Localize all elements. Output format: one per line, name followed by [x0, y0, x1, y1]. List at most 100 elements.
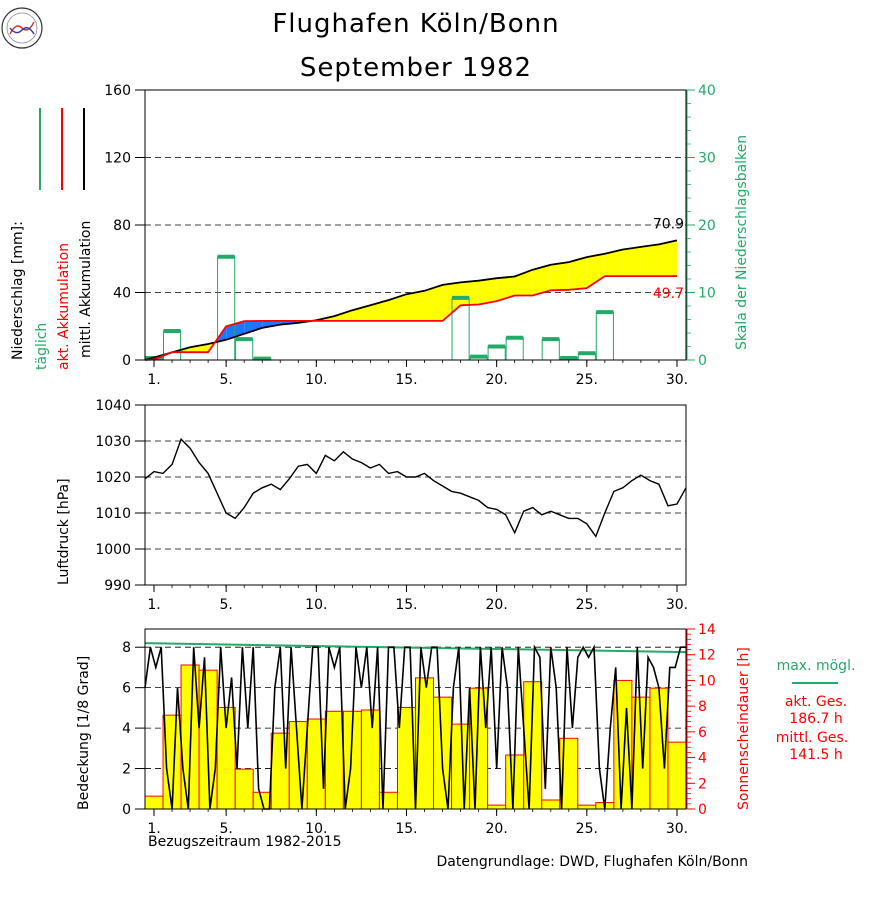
y2-tick-label: 10	[698, 673, 716, 689]
chart-subtitle: September 1982	[300, 53, 532, 83]
accumulation-fill	[478, 278, 497, 305]
precipitation-x-ticks: 1. 5. 10. 15. 20. 25. 30.	[147, 360, 688, 388]
precipitation-y-label: Niederschlag [mm]:	[10, 221, 26, 360]
y-tick-label: 80	[113, 218, 131, 234]
actual-total-label: 49.7	[653, 286, 684, 302]
x-tick-label: 20.	[486, 372, 508, 388]
x-tick-label: 15.	[395, 821, 417, 837]
x-tick-label: 5.	[219, 372, 232, 388]
legend-daily-label: täglich	[34, 323, 50, 370]
accumulation-fill	[334, 310, 353, 321]
actual-accumulation-line	[144, 275, 677, 361]
y-tick-label: 4	[122, 721, 131, 737]
y2-tick-label: 4	[698, 751, 707, 767]
x-tick-label: 10.	[305, 821, 327, 837]
mean-total-label: 70.9	[653, 216, 684, 232]
legend-mean-label: mittl. Akkumulation	[78, 221, 94, 358]
y-tick-label: 8	[122, 640, 131, 656]
y-tick-label: 990	[104, 578, 131, 594]
max-possible-label: max. mögl.	[777, 658, 856, 674]
accumulation-fill	[496, 276, 515, 302]
daily-precip-bar	[505, 337, 524, 361]
y2-tick-label: 8	[698, 699, 707, 715]
y2-tick-label: 40	[698, 83, 716, 99]
y-tick-label: 1000	[95, 542, 131, 558]
y-tick-label: 2	[122, 762, 131, 778]
cloud-x-ticks: 1. 5. 10. 15. 20. 25. 30.	[147, 809, 688, 837]
x-tick-label: 15.	[395, 372, 417, 388]
accumulation-fill	[370, 300, 389, 321]
accumulation-fill	[568, 257, 587, 290]
sunshine-bar	[144, 795, 164, 810]
precipitation-y-ticks: 0 40 80 120 160	[104, 83, 145, 369]
daily-precip-bar	[235, 338, 254, 361]
reference-period: Bezugszeitraum 1982-2015	[148, 834, 342, 850]
cloud-frame	[144, 628, 687, 810]
accumulation-fill	[550, 262, 569, 291]
y-tick-label: 0	[122, 353, 131, 369]
x-tick-label: 10.	[305, 597, 327, 613]
y-tick-label: 1010	[95, 506, 131, 522]
pressure-frame	[144, 404, 687, 586]
data-source: Datengrundlage: DWD, Flughafen Köln/Bonn	[436, 854, 748, 870]
y-tick-label: 1020	[95, 470, 131, 486]
accumulation-fill	[244, 320, 263, 334]
mean-total-sun-value: 141.5 h	[789, 747, 842, 763]
chart-title: Flughafen Köln/Bonn	[272, 9, 559, 39]
x-tick-label: 1.	[147, 821, 160, 837]
accumulation-fill	[658, 240, 677, 277]
y-tick-label: 160	[104, 83, 131, 99]
sunshine-bar	[541, 799, 561, 810]
cloud-y-label: Bedeckung [1/8 Grad]	[76, 656, 92, 810]
y-tick-label: 1040	[95, 398, 131, 414]
x-tick-label: 30.	[666, 597, 688, 613]
mean-total-sun-label: mittl. Ges.	[776, 730, 849, 746]
mean-accumulation-line	[144, 239, 678, 361]
x-tick-label: 20.	[486, 597, 508, 613]
accumulation-fill	[388, 294, 407, 321]
sunshine-bar	[577, 804, 597, 810]
max-possible-sunshine-line	[144, 642, 687, 654]
x-tick-label: 25.	[576, 372, 598, 388]
sunshine-y2-ticks: 0 2 4 6 8 10 12 14	[686, 622, 716, 818]
pressure-y-ticks: 990 1000 1010 1020 1030 1040	[95, 398, 145, 594]
precipitation-lines	[144, 239, 678, 361]
daily-precip-bar	[162, 330, 182, 361]
accumulation-fill	[586, 253, 605, 289]
accumulation-fill	[622, 246, 641, 277]
accumulation-fill	[514, 269, 533, 296]
accumulation-fill	[424, 284, 443, 321]
cloud-y-ticks: 0 2 4 6 8	[122, 640, 145, 818]
y-tick-label: 120	[104, 151, 131, 167]
pressure-line	[144, 437, 687, 538]
x-tick-label: 1.	[147, 372, 160, 388]
accumulation-fill	[640, 244, 659, 277]
sunshine-bar	[324, 710, 344, 810]
actual-total-sun-value: 186.7 h	[789, 711, 842, 727]
daily-precip-bar	[595, 311, 614, 361]
pressure-x-ticks: 1. 5. 10. 15. 20. 25. 30.	[147, 585, 688, 613]
y-tick-label: 6	[122, 681, 131, 697]
x-tick-label: 20.	[486, 821, 508, 837]
x-tick-label: 25.	[576, 597, 598, 613]
x-tick-label: 15.	[395, 597, 417, 613]
sunshine-bar	[667, 741, 687, 810]
pressure-grid	[145, 440, 686, 550]
y-tick-label: 1030	[95, 434, 131, 450]
precipitation-y2-ticks: 0 10 20 30 40	[686, 83, 716, 369]
y-tick-label: 0	[122, 802, 131, 818]
precipitation-y2-label: Skala der Niederschlagsbalken	[734, 135, 750, 350]
pressure-y-label: Luftdruck [hPa]	[56, 478, 72, 585]
accumulation-fill	[604, 249, 623, 277]
weather-station-seal-icon	[1, 7, 43, 49]
y2-tick-label: 12	[698, 648, 716, 664]
legend-actual-label: akt. Akkumulation	[56, 243, 72, 370]
x-tick-label: 5.	[219, 821, 232, 837]
pressure-line	[144, 437, 687, 538]
y2-tick-label: 30	[698, 151, 716, 167]
x-tick-label: 30.	[666, 372, 688, 388]
y2-tick-label: 0	[698, 353, 707, 369]
x-tick-label: 25.	[576, 821, 598, 837]
x-tick-label: 5.	[219, 597, 232, 613]
